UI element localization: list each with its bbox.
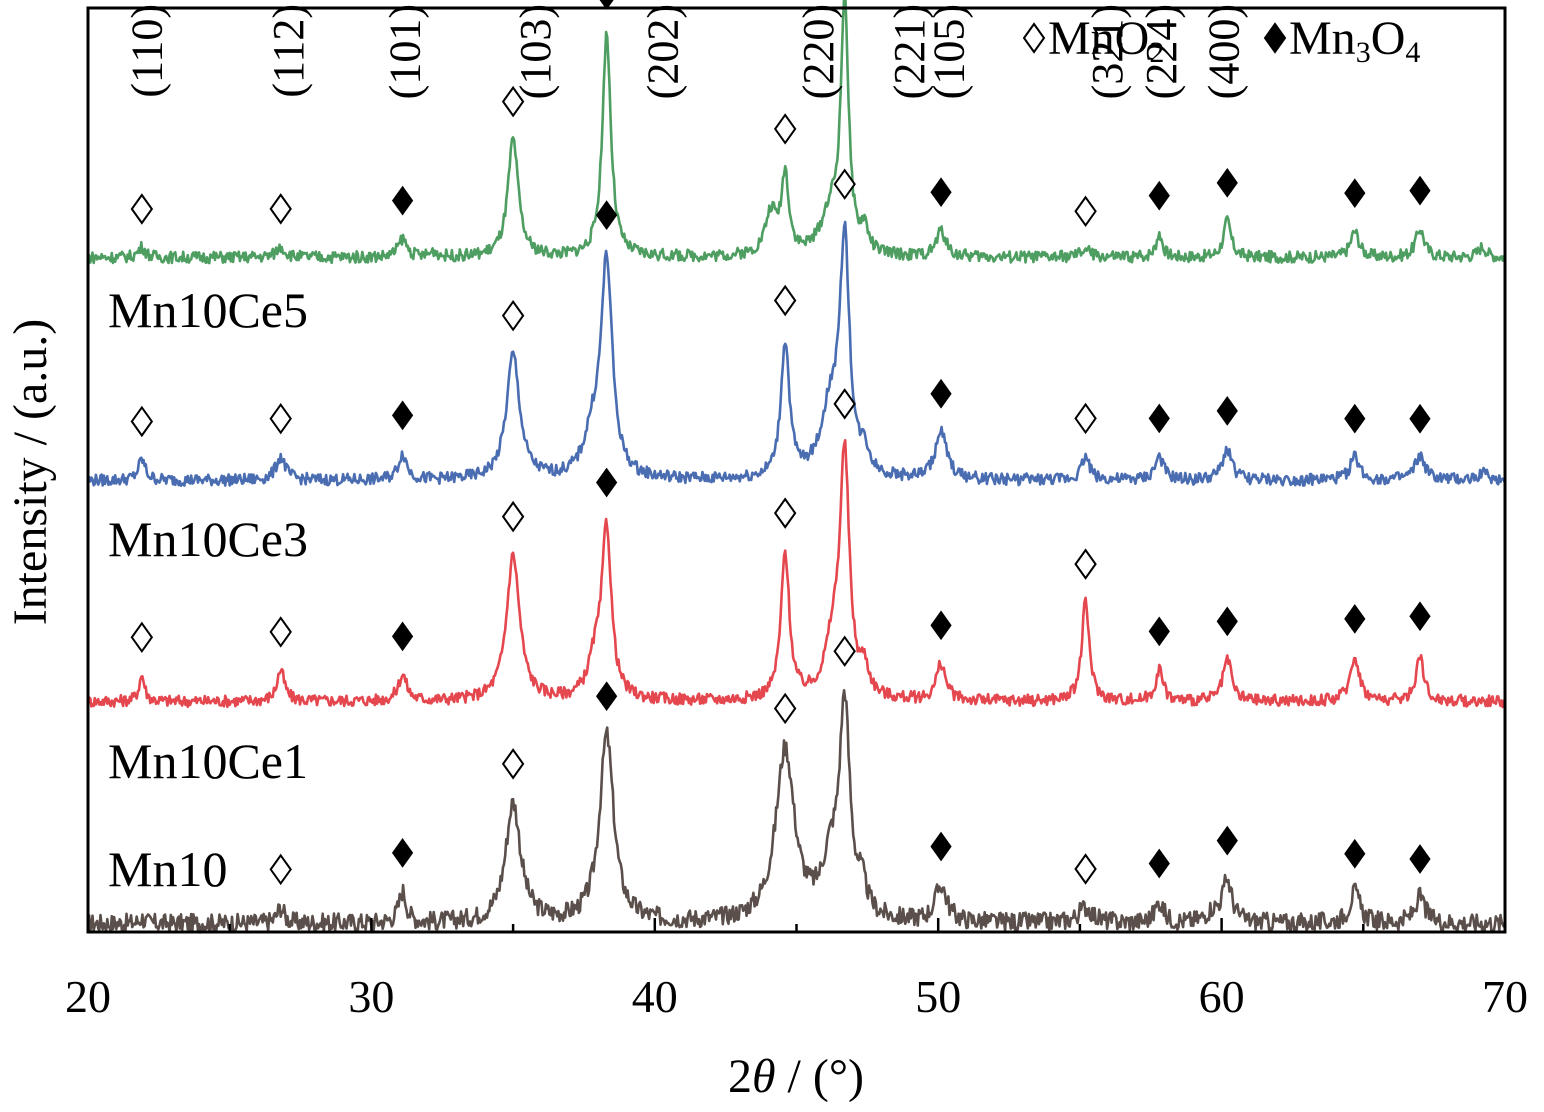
plot-frame [86,6,1507,934]
mno2-marker [269,193,292,225]
x-tick-label: 20 [65,971,111,1022]
mno2-marker [269,853,292,886]
sample-label-mn10ce1: Mn10Ce1 [108,733,308,789]
mn3o4-marker [930,177,952,208]
mno2-marker [833,168,856,200]
mno2-marker [773,497,797,529]
mn3o4-marker [1148,616,1170,647]
mn3o4-marker [1216,167,1238,198]
mno2-marker [130,621,154,654]
series-line-mn10 [87,689,1506,934]
mn3o4-marker [596,681,618,712]
mn3o4-marker [1344,178,1366,209]
mn3o4-marker [1409,844,1431,874]
x-tick-label: 30 [348,971,394,1022]
y-axis-title: Intensity / (a.u.) [4,319,57,626]
mno2-marker [269,402,292,435]
hkl-labels-group: (110) (112) (101) (103) (202) (220) (221)(105)… [123,4,1249,99]
hkl-label: (110) [123,4,172,98]
mn3o4-marker [391,838,414,868]
mno2-marker [773,113,797,145]
hkl-label: (103) [511,4,560,99]
hkl-label: (105) [925,4,974,99]
series-line-mn10ce3 [86,220,1507,487]
mn3o4-marker [391,185,414,216]
mno2-marker [1074,195,1097,227]
peak-markers-group [130,0,1431,886]
hkl-label: (220) [794,4,843,99]
legend-label: Mn3O4 [1289,12,1420,69]
sample-labels-group: Mn10 Mn10Ce1 Mn10Ce3 Mn10Ce5 [108,282,308,897]
legend-mn3o4-marker [1263,22,1287,54]
sample-label-mn10: Mn10 [108,841,227,897]
legend-mno2-marker [1022,22,1046,54]
mn3o4-marker [1409,175,1431,206]
hkl-label: (101) [380,4,429,99]
hkl-label: (400) [1199,4,1248,99]
mn3o4-marker [1409,403,1431,434]
mno2-marker [501,85,525,118]
mno2-marker [269,616,292,648]
mno2-marker [501,500,525,533]
mn3o4-marker [1216,606,1238,637]
legend-label: MnO2 [1048,12,1164,69]
mno2-marker [833,635,856,667]
mn3o4-marker [930,378,952,409]
mn3o4-marker [1409,601,1431,632]
mn3o4-marker [1216,825,1238,856]
x-tick-label: 60 [1199,971,1245,1022]
mn3o4-marker [1148,403,1170,434]
x-axis-title: 2θ / (°) [728,1050,864,1103]
mn3o4-marker [596,467,618,498]
x-axis-ticks: 20 30 40 50 60 70 [65,918,1528,1022]
mno2-marker [501,299,525,332]
mn3o4-marker [1344,403,1366,434]
mn3o4-marker [391,621,414,652]
legend: MnO2 Mn3O4 [1022,12,1420,69]
mn3o4-marker [1344,838,1366,869]
mno2-marker [833,388,856,420]
mno2-marker [1074,402,1097,435]
mn3o4-marker [596,200,618,230]
series-line-mn10ce5 [87,0,1506,265]
hkl-label: (224) [1137,4,1186,99]
hkl-label: (221) [885,4,934,99]
mn3o4-marker [1216,395,1238,426]
sample-label-mn10ce3: Mn10Ce3 [108,511,308,567]
mn3o4-marker [930,831,952,862]
x-tick-label: 70 [1482,971,1528,1022]
mn3o4-marker [1148,180,1170,211]
mn3o4-marker [930,610,952,641]
x-tick-label: 50 [915,971,961,1022]
sample-label-mn10ce5: Mn10Ce5 [108,282,308,338]
hkl-label: (112) [264,4,313,98]
mn3o4-marker [1344,604,1366,634]
mno2-marker [130,405,154,438]
mno2-marker [130,193,154,225]
mno2-marker [501,748,525,780]
x-tick-label: 40 [632,971,678,1022]
hkl-label: (321) [1083,4,1132,99]
mn3o4-marker [1148,848,1170,879]
mno2-marker [1074,548,1097,580]
mno2-marker [1074,853,1097,885]
mno2-marker [773,284,797,317]
plot-series-group [86,0,1507,934]
mno2-marker [773,692,797,725]
series-line-mn10ce1 [86,439,1507,709]
hkl-label: (202) [638,4,687,99]
mn3o4-marker [391,400,414,431]
